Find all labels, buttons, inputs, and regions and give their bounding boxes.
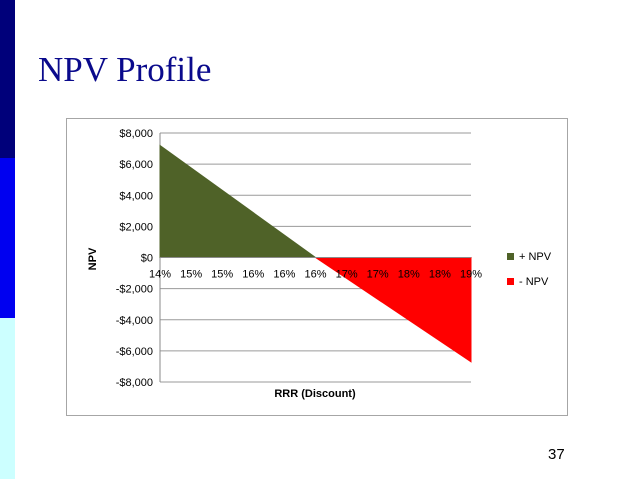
x-tick-label: 18% <box>429 269 451 281</box>
npv-chart: $8,000 $6,000 $4,000 $2,000 $0 -$2,000 -$4,000… <box>87 128 552 400</box>
sidebar-stripe-middle <box>0 158 15 318</box>
y-tick-label: $6,000 <box>119 159 153 171</box>
legend-swatch <box>507 278 514 285</box>
chart-frame: $8,000 $6,000 $4,000 $2,000 $0 -$2,000 -$4,000… <box>66 118 568 416</box>
area-series-1 <box>159 144 318 258</box>
x-tick-label: 15% <box>211 269 233 281</box>
y-tick-label: $4,000 <box>119 190 153 202</box>
y-axis-label: NPV <box>87 247 99 270</box>
legend-swatch <box>507 253 514 260</box>
sidebar-stripe-bottom <box>0 318 15 479</box>
x-axis-label: RRR (Discount) <box>274 388 356 400</box>
y-tick-label: $0 <box>141 253 153 265</box>
x-tick-label: 18% <box>398 269 420 281</box>
legend: + NPV - NPV <box>507 251 552 288</box>
x-tick-label: 17% <box>336 269 358 281</box>
x-tick-labels: 14% 15% 15% 16% 16% 16% 17% 17% 18% 18% 19% <box>149 269 482 281</box>
y-tick-labels: $8,000 $6,000 $4,000 $2,000 $0 -$2,000 -$4,000… <box>116 128 153 389</box>
legend-label: + NPV <box>519 251 552 263</box>
x-tick-label: 17% <box>367 269 389 281</box>
y-tick-label: -$8,000 <box>116 377 153 389</box>
sidebar-stripe-top <box>0 0 15 158</box>
y-tick-label: -$2,000 <box>116 284 153 296</box>
x-tick-label: 14% <box>149 269 171 281</box>
slide-title: NPV Profile <box>38 50 212 89</box>
x-tick-label: 16% <box>242 269 264 281</box>
y-tick-label: -$4,000 <box>116 315 153 327</box>
page-number: 37 <box>548 446 565 463</box>
x-tick-label: 16% <box>304 269 326 281</box>
y-tick-label: -$6,000 <box>116 346 153 358</box>
legend-label: - NPV <box>519 276 549 288</box>
x-tick-label: 15% <box>180 269 202 281</box>
y-tick-label: $2,000 <box>119 221 153 233</box>
x-tick-label: 16% <box>273 269 295 281</box>
x-tick-label: 19% <box>460 269 482 281</box>
y-tick-label: $8,000 <box>119 128 153 140</box>
plot-areas <box>159 144 472 363</box>
